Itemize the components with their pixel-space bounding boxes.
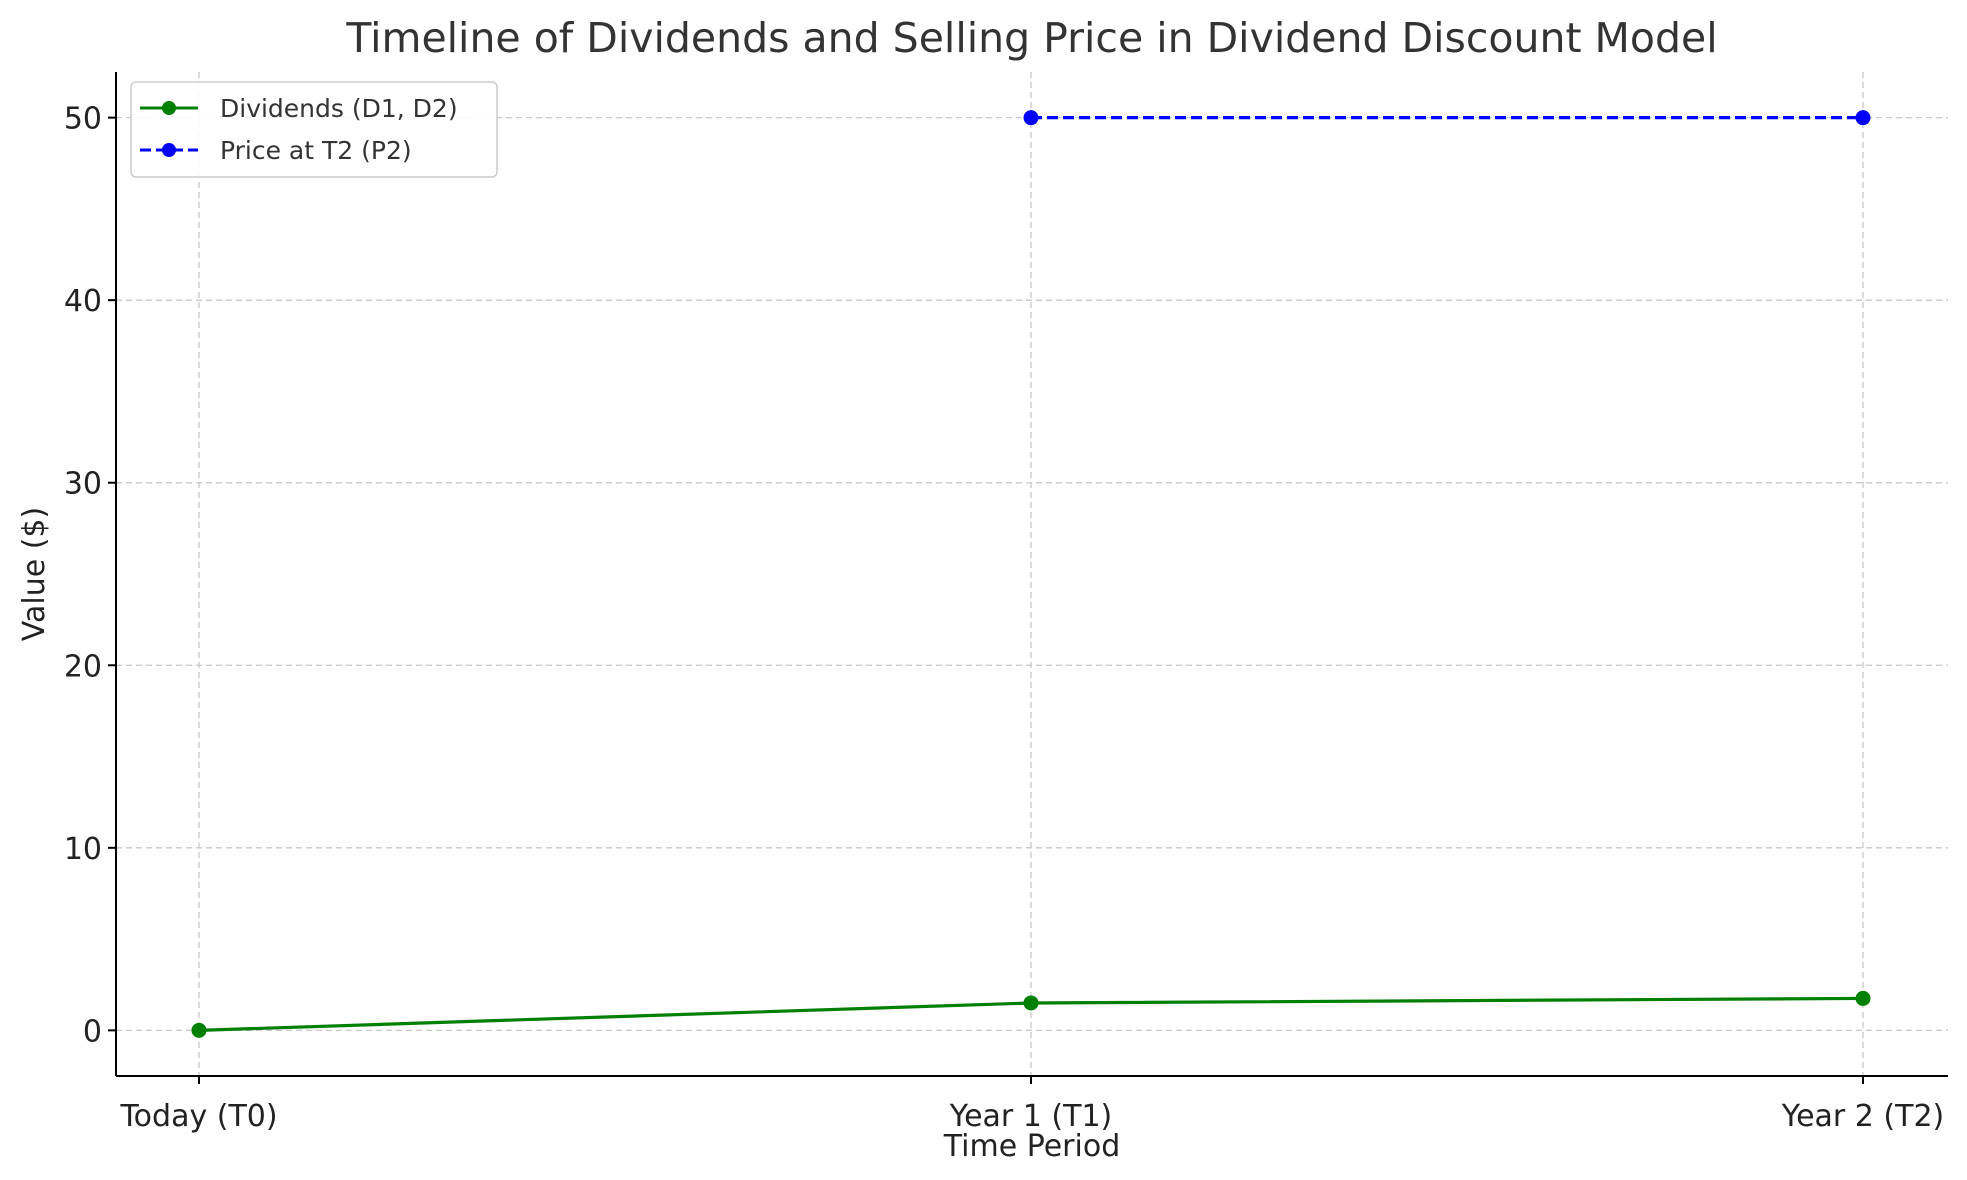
x-axis-label: Time Period — [943, 1129, 1121, 1164]
series-point-0 — [191, 1022, 207, 1038]
chart-title: Timeline of Dividends and Selling Price … — [345, 14, 1717, 62]
legend-label-dividends: Dividends (D1, D2) — [220, 94, 458, 123]
y-tick-label: 0 — [83, 1014, 102, 1049]
series-point-1 — [1023, 110, 1039, 126]
ticks: Today (T0) Year 1 (T1) Year 2 (T2) 0 10 20 30 4… — [64, 102, 1944, 1134]
legend-marker-dividends — [162, 101, 176, 115]
legend: Dividends (D1, D2) Price at T2 (P2) — [130, 81, 498, 178]
series-layer — [191, 110, 1871, 1038]
y-axis-label: Value ($) — [17, 507, 52, 641]
y-tick-label: 30 — [64, 467, 102, 502]
x-tick-label: Year 2 (T2) — [1781, 1099, 1945, 1134]
y-tick-label: 10 — [64, 832, 102, 867]
y-tick-label: 40 — [64, 284, 102, 319]
y-tick-label: 50 — [64, 102, 102, 137]
grid — [116, 72, 1948, 1076]
legend-label-price: Price at T2 (P2) — [220, 136, 412, 165]
legend-marker-price — [162, 143, 176, 157]
series-point-0 — [1023, 995, 1039, 1011]
x-tick-label: Today (T0) — [119, 1099, 277, 1134]
series-point-0 — [1855, 990, 1871, 1006]
series-point-1 — [1855, 110, 1871, 126]
x-tick-label: Year 1 (T1) — [949, 1099, 1113, 1134]
y-tick-label: 20 — [64, 649, 102, 684]
legend-frame — [130, 81, 498, 178]
